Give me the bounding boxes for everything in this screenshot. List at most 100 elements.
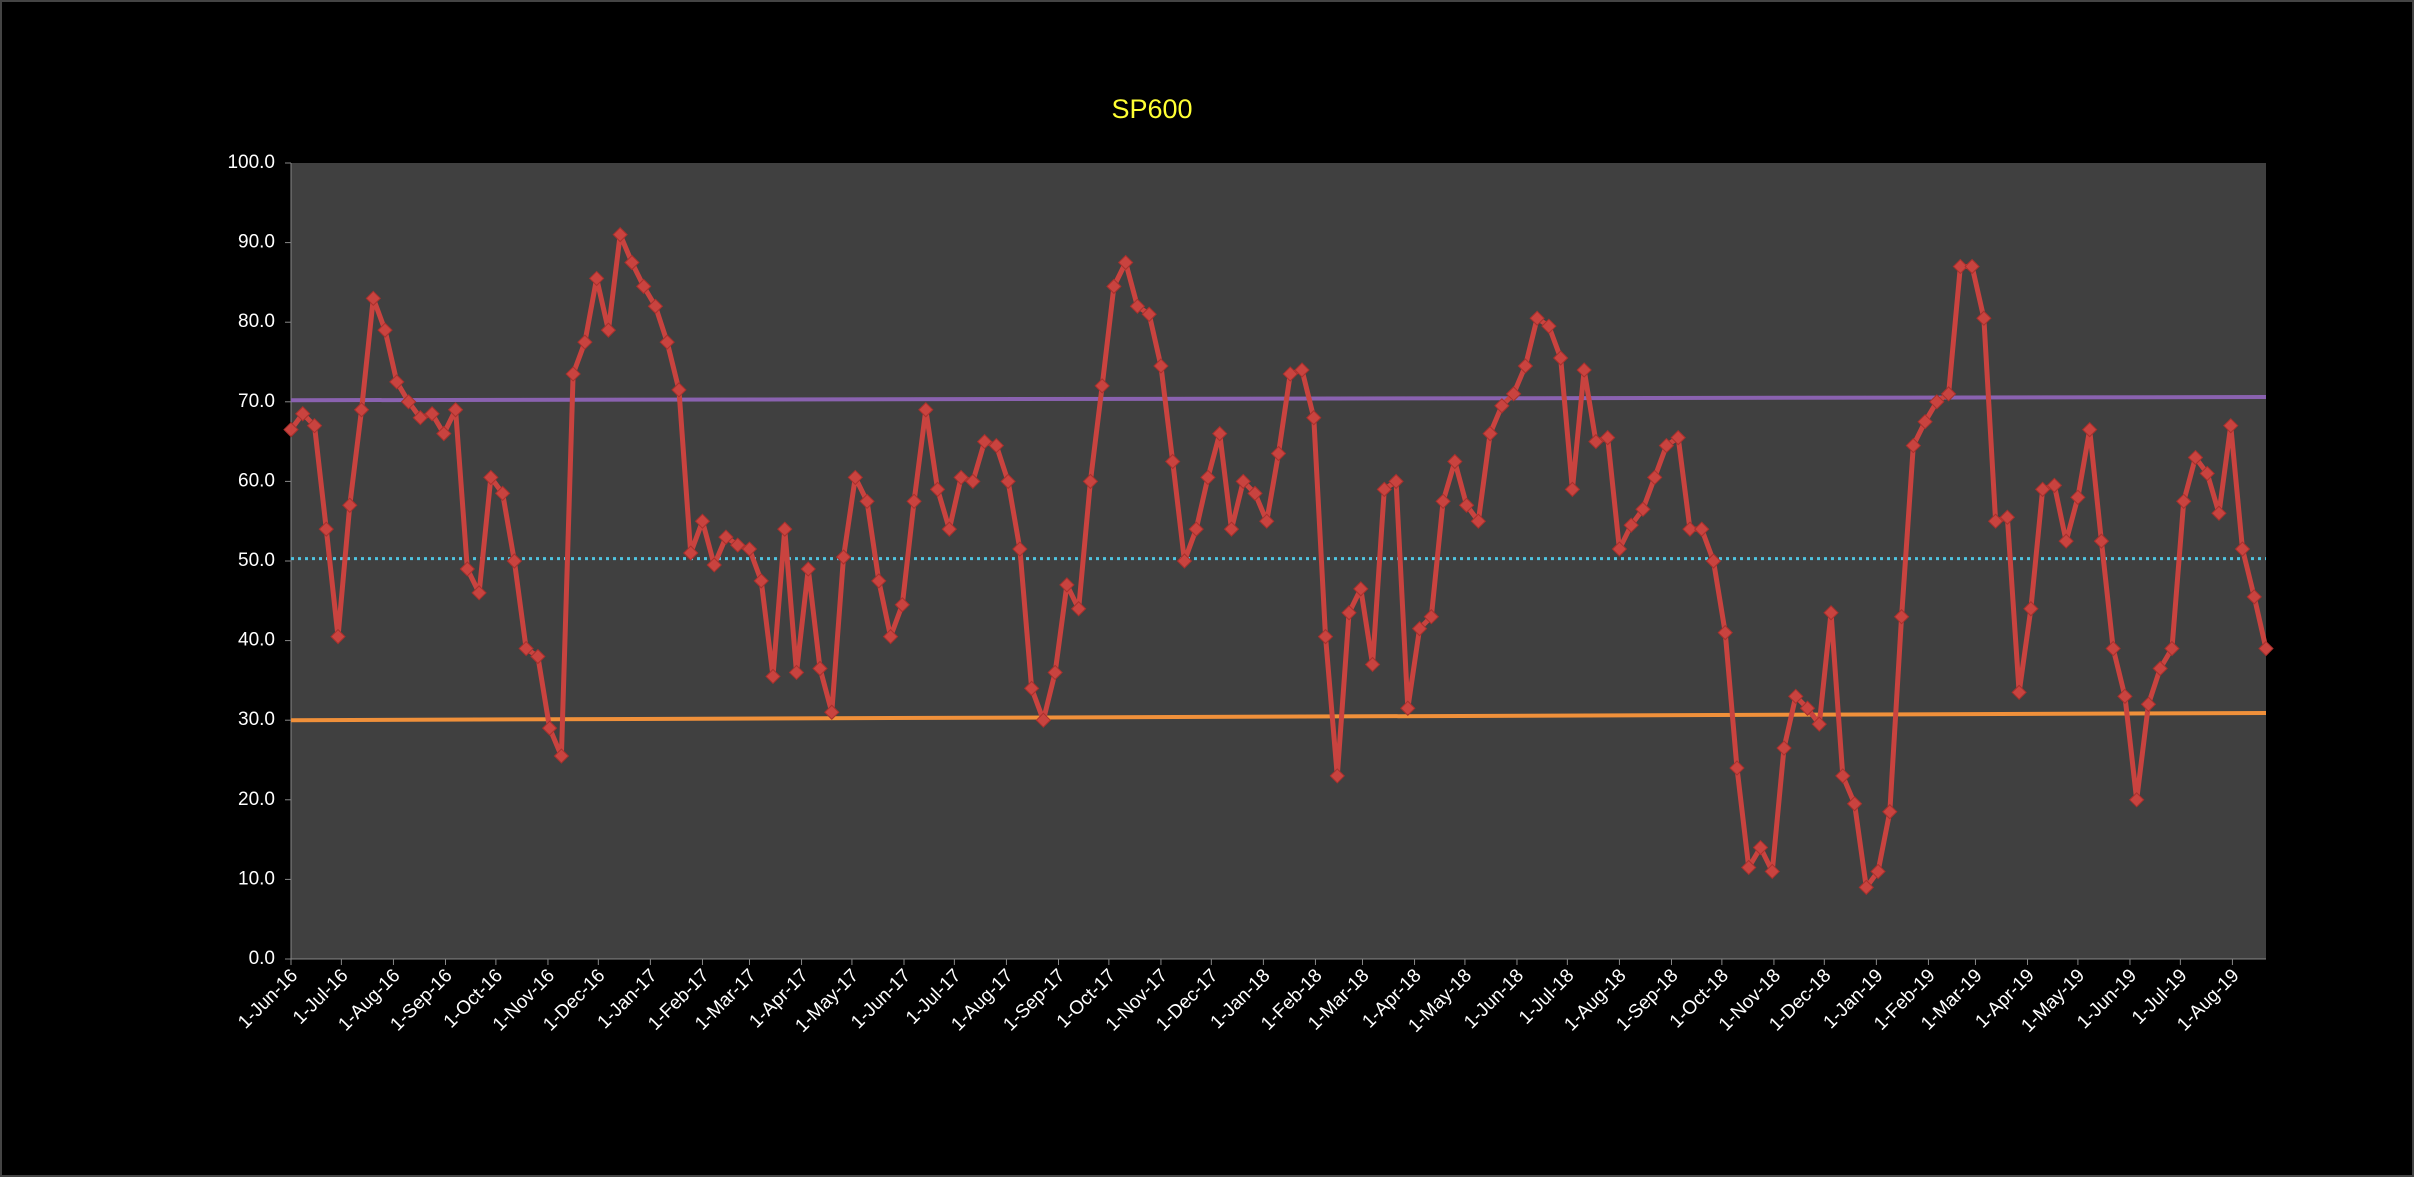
data-point [929, 481, 946, 498]
data-point [894, 597, 911, 613]
y-tick-label: 60.0 [238, 470, 275, 491]
y-tick-label: 30.0 [238, 709, 275, 730]
data-point [1599, 429, 1616, 446]
data-point [1799, 700, 1816, 716]
data-point [494, 485, 511, 502]
y-tick-label: 10.0 [238, 868, 275, 889]
data-point [530, 648, 546, 665]
data-point [1329, 768, 1345, 784]
data-point [1164, 453, 1181, 470]
data-point [2070, 489, 2086, 506]
data-point [2046, 477, 2063, 494]
data-point [2211, 505, 2227, 521]
data-point [1353, 581, 1369, 597]
data-point [1882, 804, 1898, 820]
data-point [1588, 433, 1604, 450]
data-point [694, 513, 711, 529]
data-point [1117, 254, 1134, 271]
data-point [565, 366, 581, 382]
data-point [1035, 712, 1052, 728]
data-point [2023, 601, 2039, 617]
data-point [342, 497, 358, 513]
data-point [1929, 394, 1945, 410]
data-point [1270, 445, 1287, 462]
data-point [1012, 541, 1028, 557]
reference-line [290, 711, 2267, 723]
data-point [647, 298, 664, 314]
data-point [812, 660, 828, 677]
data-point [365, 290, 381, 307]
data-point [306, 417, 323, 434]
data-point [1235, 473, 1251, 490]
data-point [2223, 417, 2239, 434]
data-point [400, 394, 417, 410]
data-point [471, 585, 487, 601]
data-point [1023, 680, 1040, 697]
data-point [1047, 664, 1063, 681]
data-point [1858, 879, 1875, 896]
data-point [1141, 306, 1157, 322]
data-point [1987, 513, 2004, 529]
data-point [1788, 688, 1804, 705]
data-point [847, 469, 863, 486]
data-point [1729, 760, 1745, 776]
data-point [424, 406, 440, 422]
data-point [1682, 521, 1698, 537]
data-point [1717, 624, 1733, 641]
data-point [1917, 413, 1933, 430]
data-point [1552, 350, 1569, 366]
data-point [2105, 640, 2121, 657]
data-point [1494, 398, 1510, 414]
data-point [1964, 258, 1980, 275]
data-point [1388, 473, 1404, 490]
data-point [389, 374, 405, 390]
data-point [800, 561, 816, 577]
data-point [765, 668, 781, 685]
data-point [483, 469, 499, 486]
data-point [2117, 688, 2133, 705]
y-tick-label: 90.0 [238, 232, 275, 253]
data-point [753, 573, 769, 589]
data-point [1282, 366, 1298, 382]
data-point [682, 545, 699, 561]
data-point [941, 521, 958, 537]
data-point [1188, 521, 1204, 537]
data-point [1623, 517, 1639, 533]
data-point [1870, 863, 1886, 880]
data-point [588, 270, 605, 287]
data-point [1764, 863, 1780, 880]
data-point [330, 628, 346, 645]
data-point [635, 278, 652, 295]
data-point [859, 493, 875, 510]
data-point [541, 720, 558, 736]
data-point [718, 529, 734, 545]
data-point [1212, 425, 1228, 442]
data-point [2140, 696, 2157, 712]
data-point [1364, 656, 1381, 673]
data-point [1470, 513, 1487, 529]
data-point [1153, 358, 1169, 374]
data-point [2152, 660, 2168, 677]
data-point [906, 493, 922, 510]
data-point [730, 537, 746, 553]
data-point [2234, 541, 2251, 557]
data-point [283, 421, 299, 438]
data-point [2093, 533, 2110, 549]
data-point [1505, 386, 1522, 402]
data-point [1658, 437, 1675, 454]
data-point [659, 334, 675, 350]
data-point [1400, 700, 1416, 716]
data-point [412, 410, 429, 426]
data-point [1529, 310, 1545, 326]
data-point [1905, 437, 1922, 454]
data-point [2058, 533, 2074, 549]
data-point [1635, 501, 1651, 517]
data-point [1259, 513, 1275, 529]
data-point [1294, 362, 1310, 378]
y-tick-label: 40.0 [238, 630, 275, 651]
data-point [1306, 410, 1322, 426]
data-point [2128, 792, 2145, 808]
data-point [1776, 740, 1792, 756]
data-point [2258, 640, 2274, 657]
data-point [1317, 628, 1334, 645]
